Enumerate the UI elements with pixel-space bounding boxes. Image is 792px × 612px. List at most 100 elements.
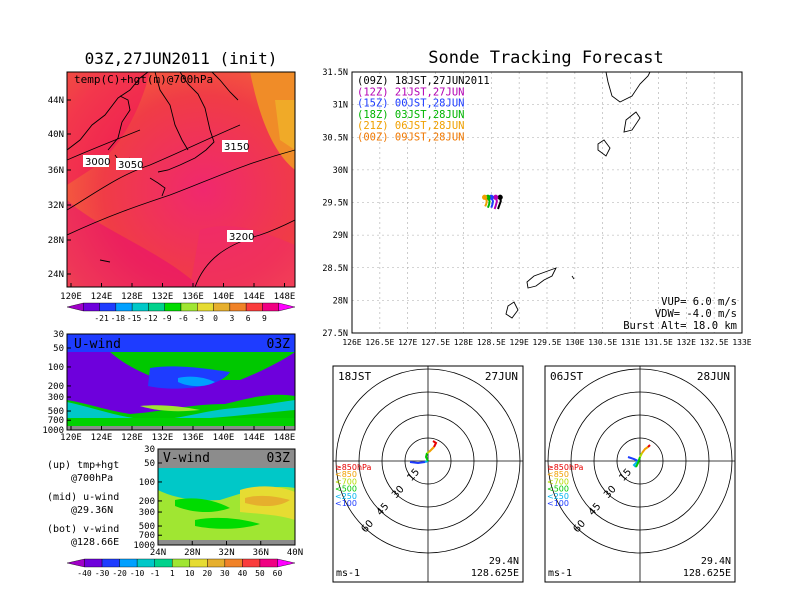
pressure-tick-label: 100 [139,478,155,488]
colorbar-swatch [164,302,182,312]
hodograph-level-label: <500 [547,485,569,494]
vup-value: VUP= 6.0 m/s [661,296,737,308]
vdw-value: VDW= -4.0 m/s [655,308,737,320]
hodograph-date: 28JUN [697,370,730,383]
legend-entry: (18Z) 03JST,28JUN [357,109,464,121]
pressure-tick-label: 500 [139,522,155,532]
legend-entry: (12Z) 21JST,27JUN [357,86,464,98]
colorbar-label: -3 [194,314,204,323]
left-map-label: temp(C)+hgt(m)@700hPa [74,73,213,86]
colorbar-swatch [213,302,231,312]
colorbar-swatch [83,302,100,312]
tracking-grid [352,72,742,333]
lat-tick-label: 40N [287,548,303,558]
lat-tick-label: 31N [333,101,348,111]
colorbar-label: 20 [202,569,212,578]
colorbar-swatch [119,558,138,568]
lat-tick-label: 29N [333,231,348,241]
lat-tick-label: 31.5N [322,68,348,78]
lon-tick-label: 136E [182,292,204,302]
lon-tick-label: 131E [621,338,640,347]
colorbar-swatch [84,558,103,568]
colorbar-label: -20 [112,569,127,578]
hodograph-right: 06JST 28JUN15304560≥850hPa<850<700<500<25… [544,365,736,583]
colorbar-label: 6 [246,314,251,323]
note-bot: (bot) v-wind [47,524,119,535]
lon-tick-label: 128E [454,338,473,347]
colorbar-label: -18 [111,314,126,323]
colorbar-swatch [66,302,84,312]
left-map-contour-labels: 3000 3050 3150 3200 [83,140,254,243]
pressure-tick-label: 300 [48,393,64,403]
hodograph-level-label: <700 [547,477,569,486]
pressure-tick-label: 500 [48,407,64,417]
pressure-tick-label: 50 [144,459,155,469]
colorbar-swatch [115,302,133,312]
tracking-lon-ticks: 126E 126.5E 127E 127.5E 128E 128.5E 129E 129.5E… [342,338,751,347]
note-mid-lat: @29.36N [71,505,113,516]
hodograph-lat: 29.4N [701,556,731,567]
hodograph-unit: ms-1 [336,568,360,579]
lat-tick-label: 32N [48,201,64,211]
lat-tick-label: 32N [218,548,234,558]
note-up-level: @700hPa [71,473,113,484]
colorbar-label: 40 [238,569,248,578]
vwind-label: V-wind [163,451,210,466]
hodograph-level-label: <100 [335,499,357,508]
legend-entry: (00Z) 09JST,28JUN [357,132,464,144]
colorbar-swatch [197,302,214,312]
legend-entry: (09Z) 18JST,27JUN2011 [357,75,490,87]
left-map-lat-ticks: 44N 40N 36N 32N 28N 24N [48,96,71,280]
lat-tick-label: 28N [333,296,348,306]
hodograph-level-label: <700 [335,477,357,486]
lon-tick-label: 124E [91,433,113,443]
legend-entry: (21Z) 06JST,28JUN [357,120,464,132]
hodograph-level-label: ≥850hPa [547,463,584,472]
colorbar-swatch [189,558,208,568]
colorbar-swatch [101,558,120,568]
hodograph-trace [426,451,430,454]
hodograph-level-label: <250 [335,492,357,501]
pressure-tick-label: 700 [48,416,64,426]
lon-tick-label: 129.5E [533,338,562,347]
pressure-tick-label: 200 [48,382,64,392]
uwind-plot: U-wind 03Z [66,333,296,431]
tracking-plot: (09Z) 18JST,27JUN2011(12Z) 21JST,27JUN (1… [351,71,743,334]
lon-tick-label: 132E [677,338,696,347]
lat-tick-label: 28N [184,548,200,558]
uwind-time: 03Z [267,337,291,352]
lon-tick-label: 148E [274,292,296,302]
vwind-lat-ticks: 24N 28N 32N 36N 40N [150,541,303,558]
lon-tick-label: 126E [342,338,361,347]
pressure-tick-label: 30 [144,445,155,455]
hodograph-trace [627,456,639,462]
colorbar-label: 10 [185,569,195,578]
colorbar-swatch [148,302,165,312]
lat-tick-label: 28.5N [322,264,348,274]
uwind-label: U-wind [74,337,121,352]
hodograph-unit: ms-1 [548,568,572,579]
left-map-lon-ticks: 120E 124E 128E 132E 136E 140E 144E 148E [60,283,295,302]
colorbar-swatch [207,558,226,568]
tracking-trajectories [482,194,503,210]
pressure-tick-label: 200 [139,497,155,507]
hodograph-trace [641,446,649,454]
burst-altitude: Burst Alt= 18.0 km [623,320,737,332]
colorbar-label: 60 [273,569,283,578]
lat-tick-label: 44N [48,96,64,106]
hodograph-trace [428,446,435,453]
hodograph-left: 18JST 27JUN15304560≥850hPa<850<700<500<25… [332,365,524,583]
lon-tick-label: 130E [565,338,584,347]
lon-tick-label: 140E [213,433,235,443]
hodograph-trace [639,452,643,458]
tracking-title: Sonde Tracking Forecast [428,48,663,68]
colorbar-swatch [172,558,190,568]
colorbar-label: 30 [220,569,230,578]
colorbar-label: 1 [170,569,175,578]
colorbar-swatch [99,302,117,312]
colorbar-label: 0 [213,314,218,323]
hodograph-lon: 128.625E [471,568,519,579]
hodograph-lat: 29.4N [489,556,519,567]
colorbar-label: -10 [130,569,145,578]
